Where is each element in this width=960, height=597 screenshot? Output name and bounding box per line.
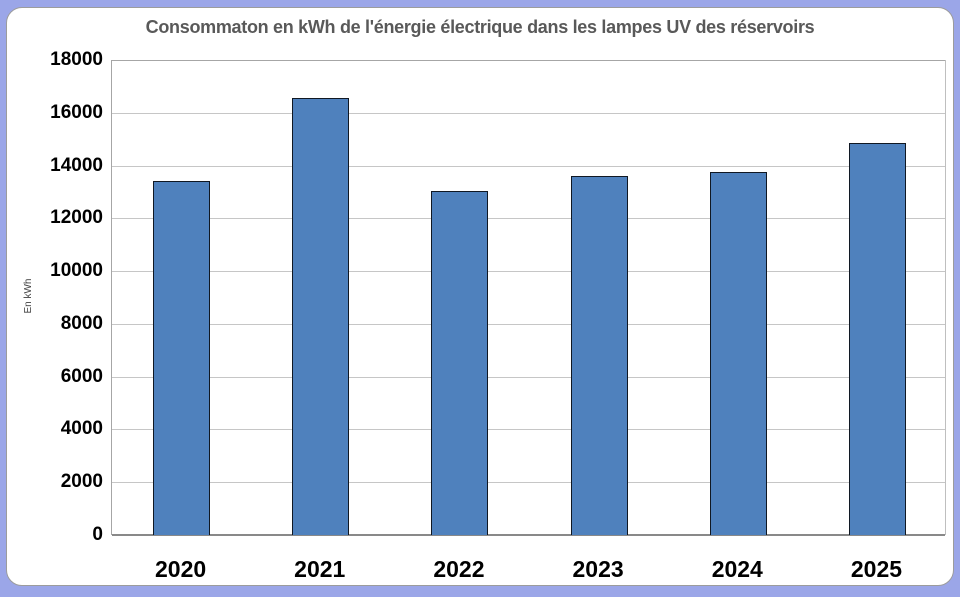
gridline-4000 (112, 429, 945, 431)
x-tick-label-2022: 2022 (433, 556, 485, 582)
x-tick-label-2024: 2024 (711, 556, 763, 582)
chart-title: Consommaton en kWh de l'énergie électriq… (145, 17, 815, 37)
y-tick-label-6000: 6000 (60, 365, 103, 387)
x-tick-label-2025: 2025 (850, 556, 903, 582)
plot-area (111, 60, 946, 536)
gridline-16000 (112, 112, 945, 114)
bar-2025 (848, 143, 906, 535)
x-tick-labels: 2020 2021 2022 2023 2024 2025 (111, 556, 946, 584)
bar-2022 (431, 190, 489, 535)
y-tick-label-12000: 12000 (50, 207, 103, 229)
x-axis-line (112, 534, 945, 536)
bar-2020 (153, 181, 211, 535)
gridline-6000 (112, 376, 945, 378)
y-tick-label-2000: 2000 (60, 471, 103, 493)
x-tick-label-2020: 2020 (155, 556, 207, 582)
gridline-8000 (112, 323, 945, 325)
y-tick-label-8000: 8000 (60, 312, 103, 334)
bar-2021 (292, 98, 350, 535)
x-tick-label-2023: 2023 (572, 556, 624, 582)
y-tick-label-16000: 16000 (50, 101, 103, 123)
gridline-10000 (112, 271, 945, 273)
y-tick-label-10000: 10000 (50, 260, 103, 282)
gridline-18000 (112, 60, 945, 61)
gridline-2000 (112, 482, 945, 484)
gridline-14000 (112, 165, 945, 167)
y-tick-label-18000: 18000 (50, 49, 103, 70)
chart-card: Consommaton en kWh de l'énergie électriq… (6, 7, 954, 586)
y-tick-label-0: 0 (92, 524, 103, 545)
bar-2023 (570, 176, 628, 535)
y-tick-label-14000: 14000 (50, 154, 103, 176)
bar-2024 (709, 172, 767, 535)
y-tick-label-4000: 4000 (60, 418, 103, 440)
x-tick-label-2021: 2021 (294, 556, 346, 582)
gridline-12000 (112, 218, 945, 220)
